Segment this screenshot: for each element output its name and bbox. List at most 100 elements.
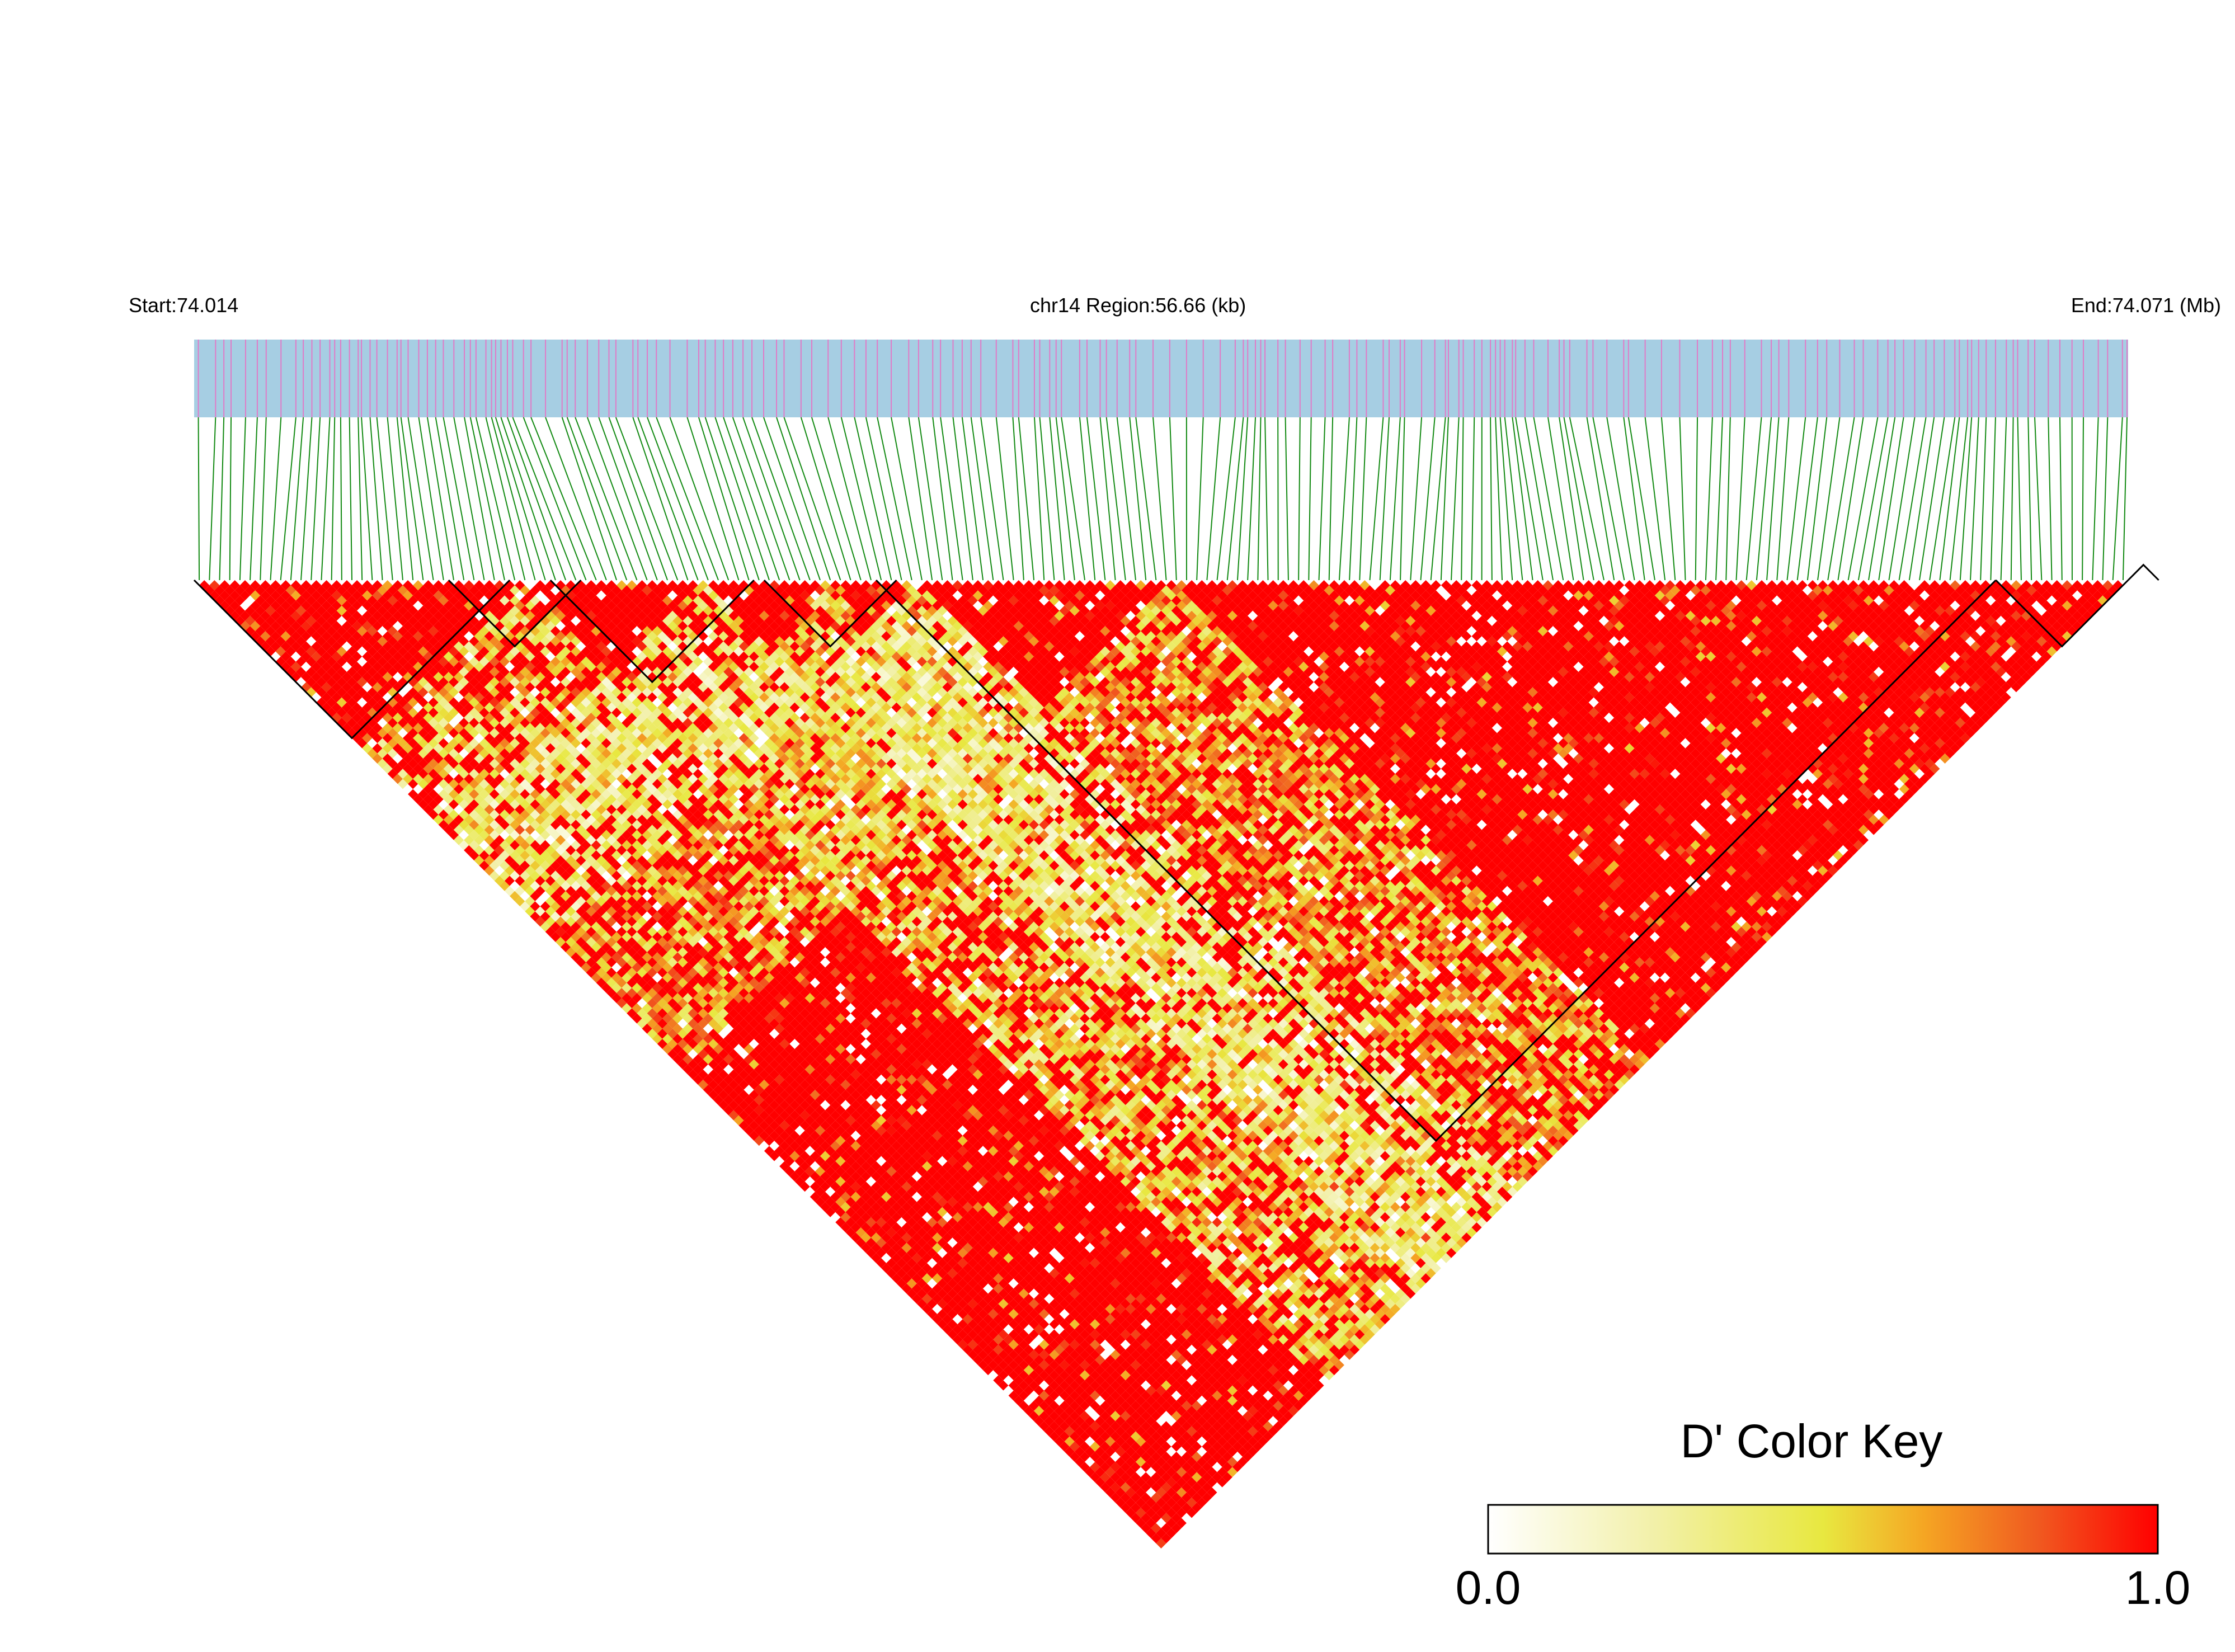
ld-cell [402, 763, 413, 774]
ld-cell [515, 876, 525, 886]
ld-cell [326, 666, 337, 677]
ld-cell [489, 820, 500, 830]
ld-cell [891, 1273, 902, 1284]
snp-connector [1490, 417, 1493, 581]
ld-cell [1034, 1405, 1044, 1416]
ld-cell [346, 697, 357, 708]
ld-cell [352, 712, 363, 723]
ld-cell [576, 936, 586, 947]
ld-cell [295, 666, 307, 677]
ld-cell [306, 656, 317, 667]
ld-cell [224, 595, 235, 606]
ld-cell [835, 1197, 846, 1207]
snp-connector [1837, 417, 1864, 581]
ld-cell [489, 850, 500, 861]
ld-cell [459, 789, 469, 799]
ld-cell [397, 769, 408, 779]
ld-cell [916, 1268, 928, 1279]
ld-cell [927, 1288, 938, 1299]
ld-cell [637, 1008, 647, 1019]
ld-cell [479, 850, 490, 861]
ld-cell [290, 620, 302, 632]
ld-cell [830, 1202, 841, 1212]
ld-cell [1023, 1365, 1034, 1376]
ld-cell [311, 641, 322, 652]
snp-connector [1898, 417, 1927, 581]
ld-cell [530, 891, 540, 901]
ld-cell [606, 936, 617, 947]
snp-connector [615, 417, 679, 581]
ld-cell [662, 1033, 673, 1044]
ld-cell [540, 881, 550, 891]
ld-cell [677, 1018, 688, 1029]
ld-cell [622, 972, 632, 983]
snp-connector [1929, 417, 1956, 581]
ld-cell-group [199, 580, 2123, 1549]
ld-cell [561, 921, 571, 932]
ld-cell [387, 758, 398, 769]
snp-connector [1827, 417, 1855, 581]
ld-cell [382, 743, 393, 754]
snp-connector [2102, 417, 2109, 581]
ld-cell [479, 860, 490, 871]
ld-cell [1136, 1477, 1146, 1488]
ld-cell [530, 911, 540, 922]
ld-cell [397, 738, 408, 749]
snp-connector [800, 417, 851, 581]
ld-cell [306, 646, 317, 657]
snp-connector [464, 417, 495, 581]
ld-cell [402, 743, 413, 754]
ld-cell [804, 1187, 815, 1197]
ld-cell [906, 1288, 917, 1299]
ld-cell [794, 1146, 805, 1156]
ld-cell [1049, 1411, 1060, 1422]
ld-cell [876, 1207, 887, 1217]
snp-connector [1152, 417, 1167, 581]
ld-cell [998, 1380, 1009, 1391]
ld-cell [1003, 1385, 1014, 1396]
snp-connector [1049, 417, 1065, 581]
ld-cell [1013, 1365, 1024, 1376]
ld-cell [647, 987, 657, 999]
ld-cell [285, 646, 296, 657]
ld-cell [637, 998, 647, 1009]
ld-cell [316, 677, 327, 688]
ld-cell [1044, 1416, 1055, 1427]
snp-connector [250, 417, 258, 581]
ld-cell [1146, 1508, 1156, 1518]
snp-connector [400, 417, 424, 581]
ld-cell [346, 707, 357, 718]
ld-cell [280, 631, 291, 642]
ld-cell [677, 1059, 688, 1070]
snp-connector [1169, 417, 1177, 581]
ld-cell [448, 799, 459, 809]
ld-cell [1013, 1385, 1024, 1396]
ld-cell [1034, 1416, 1044, 1427]
ld-cell [891, 1222, 902, 1233]
ld-cell [749, 1110, 759, 1121]
ld-cell [840, 1182, 851, 1192]
ld-cell [703, 1074, 713, 1085]
ld-cell [479, 830, 490, 840]
ld-cell [1079, 1451, 1090, 1462]
snp-connector [1547, 417, 1574, 581]
ld-cell [311, 661, 322, 672]
ld-cell [260, 631, 271, 642]
snp-connector [1298, 417, 1301, 581]
ld-cell [759, 1130, 770, 1141]
ld-cell [860, 1242, 871, 1253]
snp-connector [566, 417, 628, 581]
snp-connector [1129, 417, 1147, 581]
ld-cell [1079, 1421, 1090, 1432]
ld-cell [367, 697, 378, 708]
ld-cell [1171, 1523, 1182, 1533]
ld-cell [1130, 1482, 1141, 1493]
ld-cell [346, 687, 357, 698]
snp-connector [1735, 417, 1745, 581]
snp-connector [1515, 417, 1544, 581]
ld-cell [1166, 1528, 1177, 1538]
ld-cell [637, 967, 647, 978]
ld-cell [280, 641, 291, 652]
ld-cell [377, 738, 388, 749]
ld-cell [789, 1171, 800, 1182]
